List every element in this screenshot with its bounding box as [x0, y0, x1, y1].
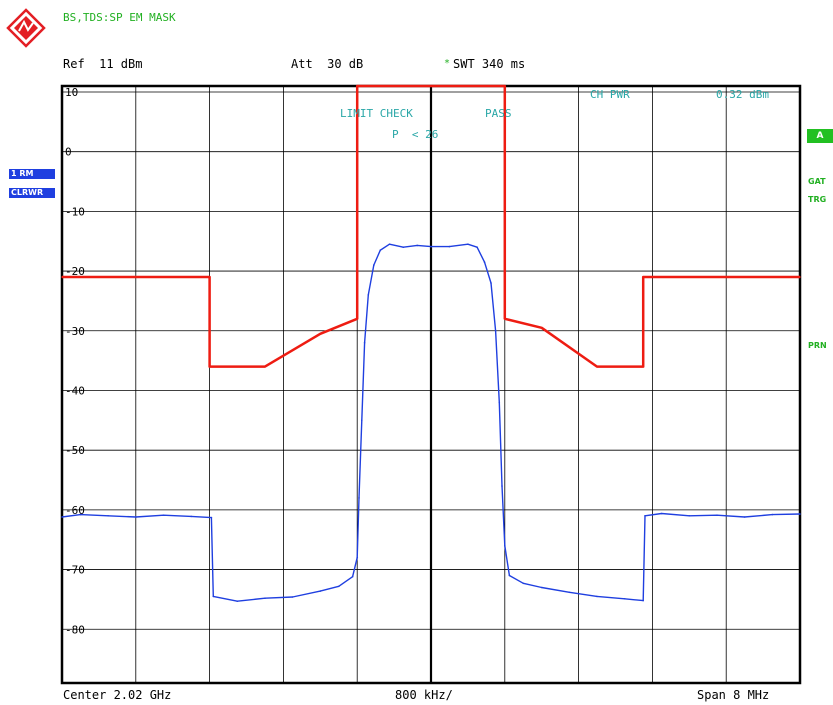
series-trace-point — [61, 516, 63, 518]
series-limit-point — [208, 365, 211, 368]
series-limit-point — [319, 333, 322, 335]
series-limit-point — [642, 365, 644, 368]
y-tick-label: -50 — [65, 444, 85, 457]
marker-a-badge: A — [807, 129, 833, 143]
series-trace-point — [540, 586, 543, 589]
y-tick-label: -80 — [65, 623, 85, 636]
series-limit-point — [540, 327, 543, 329]
sweep-time: SWT 340 ms — [453, 57, 526, 71]
gat-label: GAT — [808, 177, 826, 186]
ref-level: Ref 11 dBm — [63, 57, 143, 71]
series-trace-point — [363, 341, 366, 344]
trg-label: TRG — [808, 195, 827, 204]
series-trace-point — [522, 582, 525, 585]
series-trace-point — [388, 243, 391, 245]
series-trace-point — [771, 513, 774, 516]
y-tick-label: -30 — [65, 325, 85, 338]
span: Span 8 MHz — [697, 688, 770, 702]
attenuation: Att 30 dB — [291, 57, 364, 71]
series-trace-point — [448, 245, 451, 248]
series-trace-point — [379, 249, 382, 251]
series-trace-point — [319, 590, 322, 592]
series-limit-point — [596, 365, 598, 368]
series-trace-point — [367, 294, 370, 296]
series-trace-point — [476, 246, 478, 248]
clrwr-badge: CLRWR — [9, 188, 55, 198]
series-limit-point — [356, 85, 359, 87]
series-trace-point — [688, 515, 691, 517]
series-trace-point — [596, 595, 598, 598]
series-trace-point — [504, 544, 506, 547]
series-trace-point — [660, 512, 663, 515]
series-trace-point — [190, 515, 192, 518]
y-tick-label: -60 — [65, 504, 85, 517]
swt-star-icon: * — [444, 58, 451, 69]
trace-1-badge: 1 RM — [9, 169, 55, 179]
y-tick-label: 10 — [65, 86, 78, 99]
series-limit-point — [504, 318, 506, 320]
center-frequency: Center 2.02 GHz — [63, 688, 172, 702]
y-tick-label: -40 — [65, 384, 85, 397]
series-trace-point — [361, 419, 363, 422]
ch-pwr-label: CH PWR — [590, 88, 630, 101]
series-trace-line — [61, 243, 801, 602]
series-limit-point — [799, 276, 801, 278]
limit-check-result: PASS — [485, 107, 512, 120]
series-limit-point — [61, 276, 63, 278]
y-tick-label: 0 — [65, 146, 72, 159]
limit-check-label: LIMIT CHECK — [340, 107, 413, 120]
series-trace-point — [356, 556, 359, 559]
series-trace-point — [743, 516, 746, 518]
series-trace-point — [338, 585, 340, 588]
limit-line-label: P < 26 — [392, 128, 439, 141]
y-tick-label: -10 — [65, 205, 85, 218]
series-trace-point — [494, 330, 497, 332]
series-limit-point — [264, 365, 266, 368]
series-trace-point — [501, 485, 503, 487]
series-trace-point — [373, 264, 375, 266]
series-trace-point — [483, 261, 486, 263]
series-trace-point — [291, 596, 294, 598]
series-trace-point — [402, 246, 405, 248]
screen-title: BS,TDS:SP EM MASK — [63, 11, 176, 24]
series-trace-point — [642, 599, 644, 602]
series-trace-point — [162, 514, 165, 516]
series-limit-point — [208, 276, 211, 278]
series-trace-point — [264, 597, 266, 599]
series-trace-point — [79, 513, 82, 516]
series-trace-point — [467, 243, 469, 245]
series-trace-point — [107, 515, 109, 517]
series-trace-point — [498, 401, 501, 404]
series-trace-point — [644, 515, 646, 517]
division-scale: 800 kHz/ — [395, 688, 453, 702]
series-trace-point — [716, 514, 718, 516]
series-trace-point — [799, 513, 801, 515]
series-trace-point — [508, 574, 511, 577]
ch-pwr-value: 0.32 dBm — [716, 88, 769, 101]
series-limit-line — [62, 84, 800, 368]
series-limit-point — [504, 85, 506, 87]
series-trace-point — [212, 595, 215, 598]
series-trace-point — [623, 598, 626, 600]
brand-logo-icon — [6, 8, 46, 48]
series-trace-point — [210, 516, 213, 519]
series-limit-point — [642, 276, 644, 278]
prn-label: PRN — [808, 341, 827, 350]
series-trace-point — [351, 575, 354, 578]
series-trace-point — [568, 591, 571, 594]
y-tick-label: -70 — [65, 564, 85, 577]
series-trace-point — [236, 600, 239, 602]
y-tick-label: -20 — [65, 265, 85, 278]
series-limit-point — [356, 318, 359, 320]
series-trace-point — [416, 244, 419, 247]
series-trace-point — [358, 497, 360, 499]
series-trace-point — [490, 282, 492, 284]
series-trace-point — [135, 516, 137, 518]
series-trace-point — [430, 245, 432, 248]
